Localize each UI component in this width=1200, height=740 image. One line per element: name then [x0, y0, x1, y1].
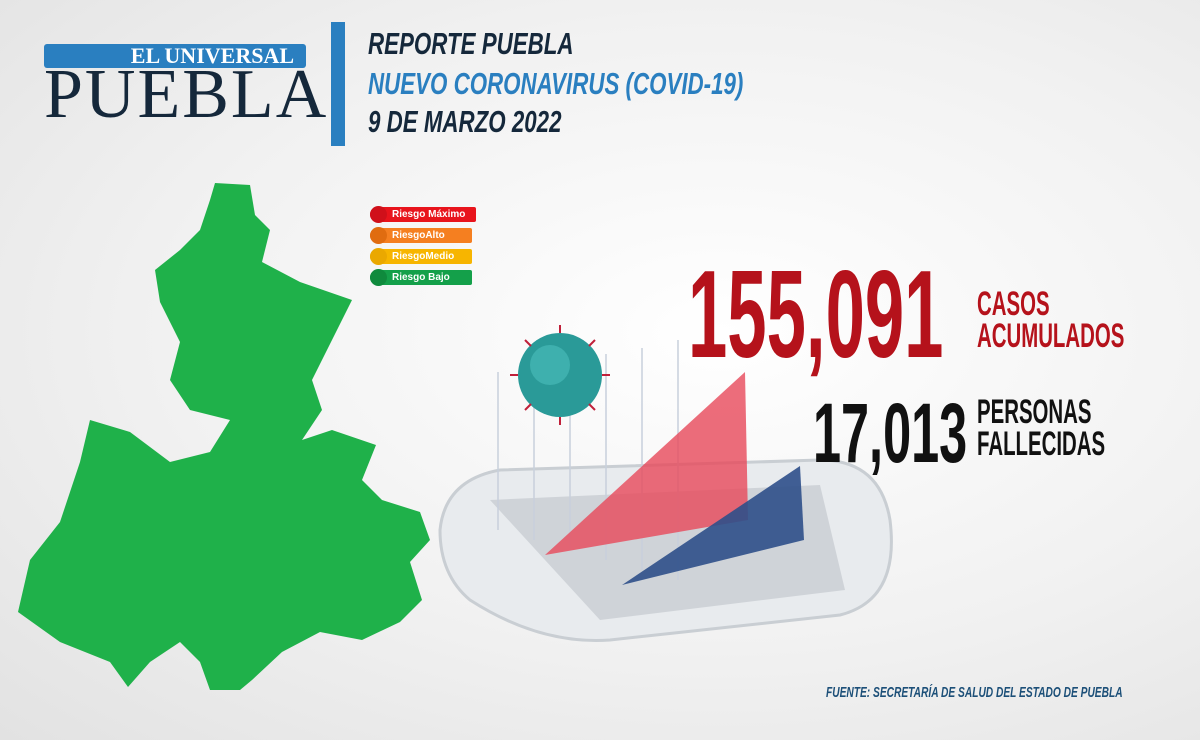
legend-item-maximo: Riesgo Máximo [370, 206, 476, 223]
cases-label: CASOS ACUMULADOS [977, 285, 1125, 355]
legend-label: RiesgoAlto [392, 230, 445, 241]
deaths-label-line1: PERSONAS [977, 393, 1092, 431]
virus-icon [510, 325, 610, 425]
source-text: SECRETARÍA DE SALUD DEL ESTADO DE PUEBLA [873, 684, 1123, 701]
header-subtitle: NUEVO CORONAVIRUS (COVID-19) [368, 66, 744, 101]
header-date: 9 DE MARZO 2022 [368, 104, 562, 139]
blue-bar-graphic [622, 466, 804, 585]
legend-item-alto: RiesgoAlto [370, 227, 472, 244]
legend-item-medio: RiesgoMedio [370, 248, 472, 265]
legend-dot [370, 269, 387, 286]
deaths-label-line2: FALLECIDAS [977, 425, 1106, 463]
cases-label-line1: CASOS [977, 285, 1050, 323]
legend-label: RiesgoMedio [392, 251, 455, 262]
legend-dot [370, 227, 387, 244]
header-title: REPORTE PUEBLA [368, 26, 574, 61]
legend-label: Riesgo Máximo [392, 209, 466, 220]
puebla-map [18, 183, 430, 690]
cases-label-line2: ACUMULADOS [977, 317, 1125, 355]
logo-band: EL UNIVERSAL [44, 44, 306, 68]
legend-item-bajo: Riesgo Bajo [370, 269, 472, 286]
cases-value: 155,091 [688, 246, 944, 384]
deaths-label: PERSONAS FALLECIDAS [977, 393, 1106, 463]
legend-dot [370, 248, 387, 265]
source-prefix: FUENTE: [826, 684, 871, 701]
deaths-value: 17,013 [813, 386, 968, 480]
red-bar-graphic [545, 372, 748, 555]
source-note: FUENTE: SECRETARÍA DE SALUD DEL ESTADO D… [826, 684, 1123, 701]
legend-label: Riesgo Bajo [392, 272, 450, 283]
legend-dot [370, 206, 387, 223]
logo-title: PUEBLA [44, 56, 329, 133]
divider [331, 22, 345, 146]
